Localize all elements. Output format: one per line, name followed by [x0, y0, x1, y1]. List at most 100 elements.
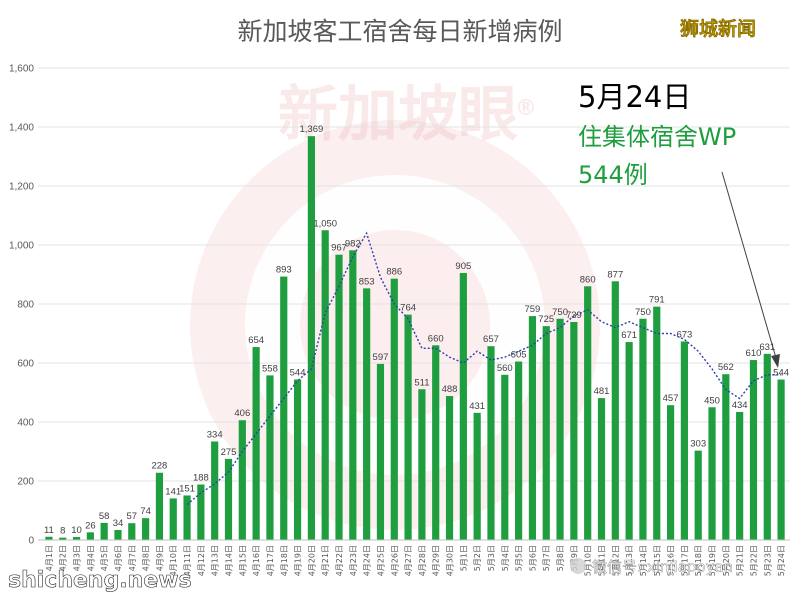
x-tick-label: 4月15日 [238, 545, 247, 576]
x-tick-label: 4月7日 [128, 545, 137, 571]
data-label: 544 [290, 368, 306, 379]
x-tick-label: 4月19日 [294, 545, 303, 576]
x-tick-label: 4月22日 [335, 545, 344, 576]
data-label: 657 [483, 334, 499, 345]
bar [432, 345, 440, 540]
bar [128, 523, 136, 540]
x-tick-label: 4月3日 [73, 545, 82, 571]
x-tick-label: 4月5日 [100, 545, 109, 571]
data-label: 1,050 [313, 218, 337, 229]
x-tick-label: 5月7日 [542, 545, 551, 571]
data-label: 11 [44, 525, 54, 536]
bar [280, 276, 288, 540]
data-label: 34 [113, 518, 124, 529]
bar [597, 398, 606, 540]
data-label: 141 [165, 486, 181, 497]
data-label: 8 [60, 526, 65, 537]
data-label: 750 [552, 307, 568, 318]
data-label: 10 [71, 525, 82, 536]
bar [487, 346, 495, 540]
bar [570, 321, 578, 540]
bar [584, 286, 592, 540]
data-label: 26 [85, 520, 96, 531]
data-label: 57 [127, 511, 138, 522]
data-label: 74 [140, 506, 151, 517]
bar [763, 353, 771, 540]
data-label: 481 [594, 386, 610, 397]
x-tick-label: 4月9日 [155, 545, 164, 571]
data-label: 886 [386, 267, 402, 278]
site-watermark: shicheng.news [8, 568, 192, 593]
data-label: 334 [207, 429, 223, 440]
bar [777, 379, 785, 540]
data-label: 303 [690, 439, 706, 450]
x-tick-label: 4月17日 [266, 545, 275, 576]
annotation-desc-line1: 住集体宿舍WP [578, 123, 736, 151]
x-tick-label: 4月18日 [280, 545, 289, 576]
x-tick-label: 4月4日 [86, 545, 95, 571]
bar [321, 230, 329, 540]
gridlines [38, 67, 790, 482]
bar [722, 374, 730, 540]
x-tick-label: 5月11日 [598, 545, 607, 576]
data-label: 750 [635, 307, 651, 318]
bar [625, 342, 633, 540]
bar [349, 250, 357, 540]
data-label: 759 [524, 304, 540, 315]
bar [169, 498, 177, 540]
data-label: 671 [621, 330, 637, 341]
data-label: 562 [718, 362, 734, 373]
bar [197, 484, 205, 540]
bar [459, 273, 467, 540]
wechat-icon [570, 558, 586, 574]
x-tick-label: 4月20日 [307, 545, 316, 576]
x-tick-label: 4月14日 [225, 545, 234, 576]
data-label: 431 [469, 401, 485, 412]
bar [708, 407, 716, 540]
bar [666, 405, 675, 540]
data-label: 853 [359, 276, 375, 287]
data-label: 605 [511, 350, 527, 361]
bar [418, 389, 426, 540]
x-tick-label: 4月16日 [252, 545, 261, 576]
x-tick-label: 5月3日 [487, 545, 496, 571]
data-label: 791 [649, 295, 665, 306]
x-tick-label: 4月24日 [363, 545, 372, 576]
bar [515, 361, 523, 540]
x-tick-label: 4月6日 [114, 545, 123, 571]
data-label: 877 [607, 269, 623, 280]
x-tick-label: 4月13日 [211, 545, 220, 576]
x-tick-label: 4月26日 [390, 545, 399, 576]
data-label: 275 [221, 447, 237, 458]
bar [749, 360, 758, 540]
data-label: 764 [400, 303, 416, 314]
data-label: 660 [428, 333, 444, 344]
data-label: 982 [345, 238, 361, 249]
data-label: 151 [179, 483, 195, 494]
bar [293, 379, 302, 540]
data-label: 544 [773, 368, 789, 379]
y-tick-label: 600 [17, 359, 34, 370]
x-tick-label: 5月20日 [722, 545, 731, 576]
data-label: 406 [234, 408, 250, 419]
x-tick-label: 5月2日 [473, 545, 482, 571]
data-label: 558 [262, 363, 278, 374]
x-tick-label: 4月25日 [376, 545, 385, 576]
bar [680, 341, 688, 540]
x-tick-label: 5月21日 [736, 545, 745, 576]
annotation-arrow-head [771, 354, 780, 368]
x-tick-label: 5月10日 [584, 545, 593, 576]
data-label: 511 [414, 377, 429, 388]
x-tick-label: 5月5日 [515, 545, 524, 571]
bar [639, 318, 647, 540]
data-label: 860 [580, 274, 596, 285]
bar [736, 411, 744, 540]
x-tick-label: 4月29日 [432, 545, 441, 576]
data-label: 58 [99, 511, 110, 522]
annotation-date: 5月24日 [578, 80, 691, 114]
brand-logo-text: 狮城新闻 [680, 17, 756, 40]
bar [528, 316, 537, 540]
x-axis-ticks: 4月1日 4月2日 4月3日 4月4日 4月5日 4月6日 4月7日 4月8日 4月9日 4月10… [45, 545, 786, 576]
bar [694, 450, 702, 540]
bar [542, 326, 550, 540]
